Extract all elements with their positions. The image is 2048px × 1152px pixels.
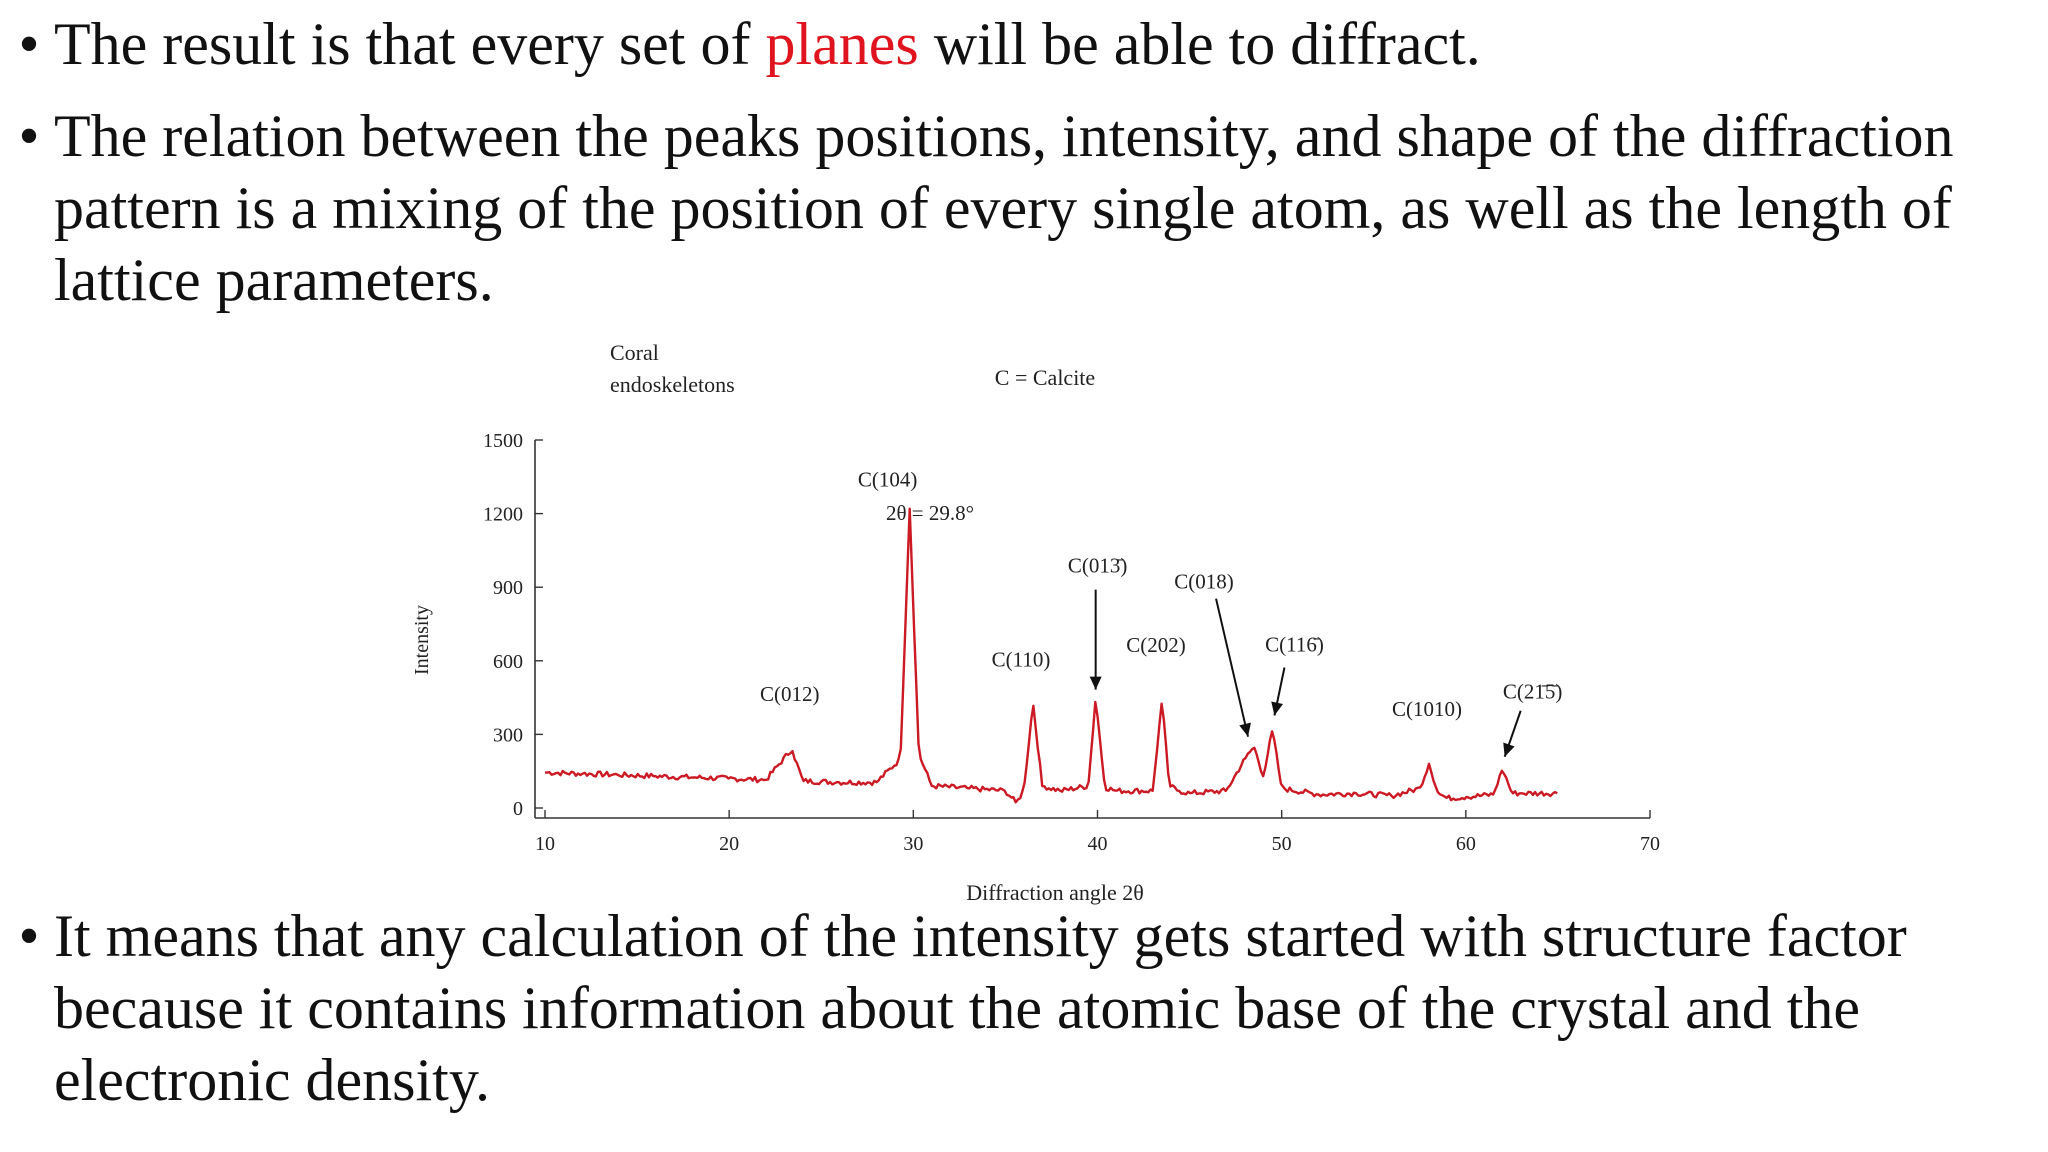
x-tick-label: 50 xyxy=(1272,833,1292,855)
peak-label: C(202) xyxy=(1126,633,1186,657)
xrd-figure: 0 300 600 900 1200 1500 10 20 30 40 50 60 70 C(012) C… xyxy=(390,330,1690,920)
x-tick-label: 10 xyxy=(535,833,555,855)
sample-label-line1: Coral xyxy=(610,340,659,365)
x-tick-label: 60 xyxy=(1456,833,1476,855)
arrow xyxy=(1503,710,1522,758)
bullet-1-post: will be able to diffract. xyxy=(918,11,1481,77)
x-tick-label: 20 xyxy=(719,833,739,855)
bullet-dot: • xyxy=(18,903,40,969)
x-tick-label: 40 xyxy=(1088,833,1108,855)
peak-label: C(018) xyxy=(1174,570,1234,594)
arrow xyxy=(1215,598,1251,737)
arrow xyxy=(1089,589,1102,690)
y-tick-label: 600 xyxy=(493,651,523,673)
x-axis-label: Diffraction angle 2θ xyxy=(966,880,1144,905)
peak-label: C(013̄) xyxy=(1068,554,1128,578)
x-tick-label: 70 xyxy=(1640,833,1660,855)
chart-ticks: 0 300 600 900 1200 1500 10 20 30 40 50 60 70 xyxy=(483,430,1660,855)
peak-label: C(110) xyxy=(992,648,1051,672)
bullet-1-text: The result is that every set of planes w… xyxy=(54,8,2030,80)
peak-label: C(1010) xyxy=(1392,697,1462,721)
peak-label: C(21̄5̄) xyxy=(1503,680,1563,704)
peak-label: C(012) xyxy=(760,682,820,706)
bullet-1-highlight: planes xyxy=(765,11,919,77)
bullet-dot: • xyxy=(18,11,40,77)
y-axis-label: Intensity xyxy=(411,605,433,675)
bullet-2: • The relation between the peaks positio… xyxy=(0,100,2030,316)
x-tick-label: 30 xyxy=(903,833,923,855)
bullet-1: • The result is that every set of planes… xyxy=(0,8,2030,80)
y-tick-label: 1200 xyxy=(483,504,523,526)
peak-label: C(104) xyxy=(858,468,918,492)
bullet-2-text: The relation between the peaks positions… xyxy=(54,103,1954,313)
sample-label-line2: endoskeletons xyxy=(610,372,735,397)
chart-axes xyxy=(534,440,1650,819)
y-tick-label: 300 xyxy=(493,724,523,746)
bullet-1-pre: The result is that every set of xyxy=(54,11,766,77)
peak-arrows xyxy=(1089,589,1522,758)
bullet-3-text: It means that any calculation of the int… xyxy=(54,903,1907,1113)
peak-annotation: 2θ = 29.8° xyxy=(886,501,974,525)
y-tick-label: 1500 xyxy=(483,430,523,452)
peak-label: C(116̄) xyxy=(1265,632,1324,656)
bullet-3: • It means that any calculation of the i… xyxy=(0,900,2030,1116)
bullet-dot: • xyxy=(18,103,40,169)
diffraction-trace xyxy=(544,507,1558,804)
y-tick-label: 900 xyxy=(493,577,523,599)
arrow xyxy=(1271,667,1286,716)
legend-note: C = Calcite xyxy=(995,365,1095,390)
y-tick-label: 0 xyxy=(513,798,523,820)
peak-labels: C(012) C(104) C(110) C(013̄) C(202) C(018) C(1… xyxy=(760,468,1562,721)
